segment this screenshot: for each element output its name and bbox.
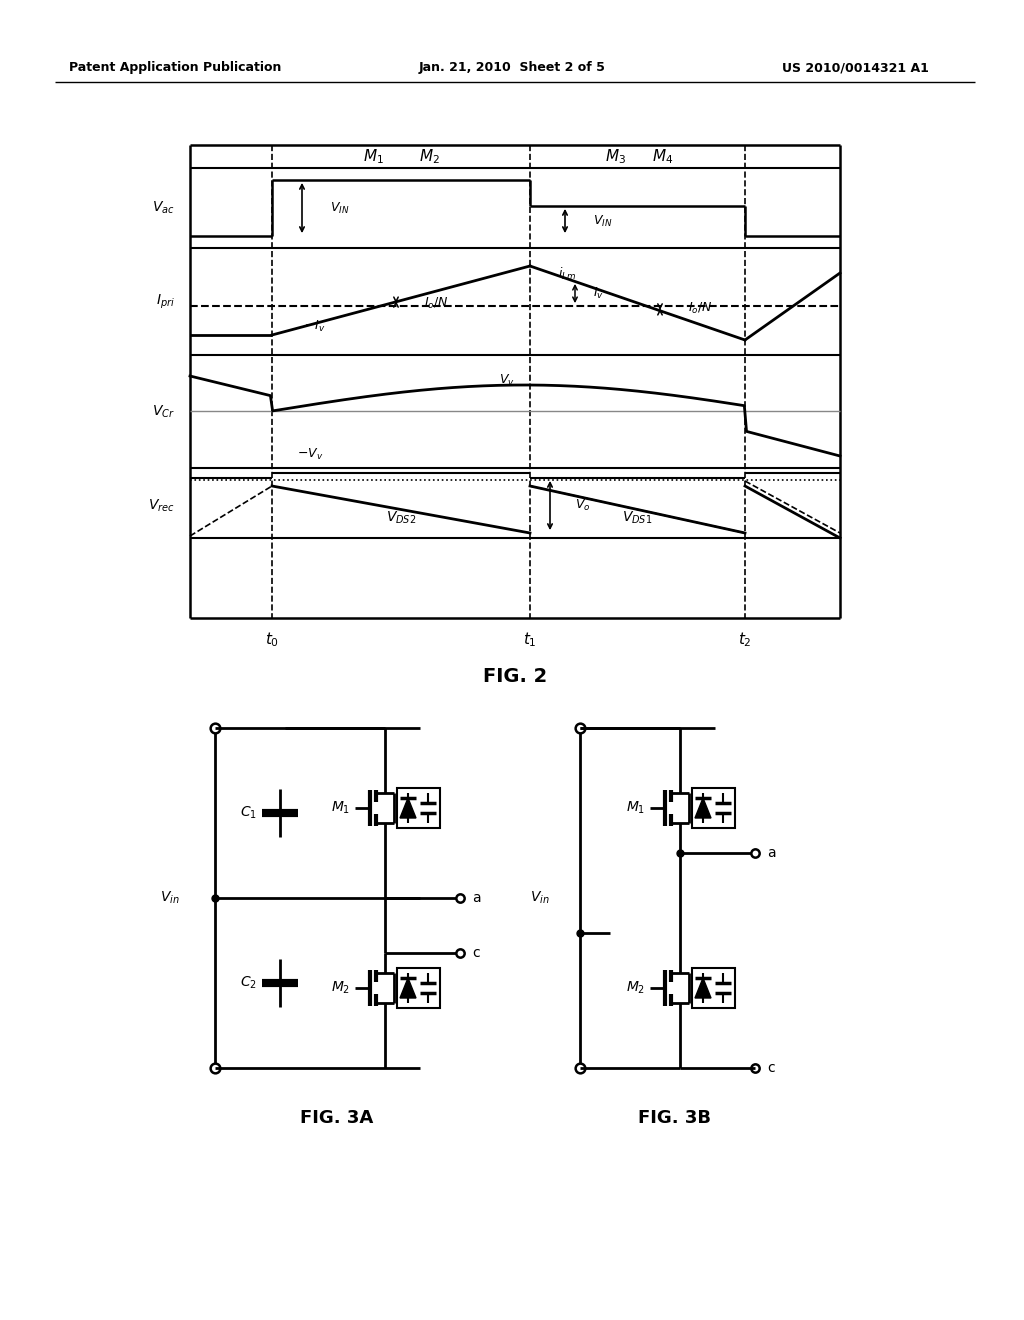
Text: $t_1$: $t_1$ <box>523 631 537 649</box>
Text: $V_{IN}$: $V_{IN}$ <box>593 214 612 228</box>
Text: a: a <box>472 891 480 906</box>
Text: $V_{DS2}$: $V_{DS2}$ <box>386 510 416 527</box>
Bar <box>397 968 440 1008</box>
Text: $M_1$: $M_1$ <box>331 800 350 816</box>
Text: $V_{Cr}$: $V_{Cr}$ <box>153 404 175 420</box>
Text: $I_o/N$: $I_o/N$ <box>688 301 713 315</box>
Text: $V_o$: $V_o$ <box>575 498 591 512</box>
Text: c: c <box>767 1061 774 1074</box>
Text: Jan. 21, 2010  Sheet 2 of 5: Jan. 21, 2010 Sheet 2 of 5 <box>419 62 605 74</box>
Text: $-V_v$: $-V_v$ <box>297 446 324 462</box>
Text: $t_0$: $t_0$ <box>265 631 280 649</box>
Text: FIG. 2: FIG. 2 <box>483 667 547 685</box>
Text: $t_2$: $t_2$ <box>738 631 752 649</box>
Text: $V_{IN}$: $V_{IN}$ <box>330 201 349 215</box>
Text: FIG. 3A: FIG. 3A <box>300 1109 374 1127</box>
Text: $M_4$: $M_4$ <box>652 147 673 166</box>
Text: $-I_v$: $-I_v$ <box>304 318 326 334</box>
Text: $M_1$: $M_1$ <box>626 800 645 816</box>
Text: $V_{DS1}$: $V_{DS1}$ <box>622 510 652 527</box>
Text: a: a <box>767 846 775 861</box>
Polygon shape <box>400 978 416 998</box>
Text: FIG. 3B: FIG. 3B <box>639 1109 712 1127</box>
Bar <box>692 788 735 828</box>
Text: $I_o/N$: $I_o/N$ <box>424 296 449 310</box>
Text: $C_1$: $C_1$ <box>240 805 257 821</box>
Polygon shape <box>400 799 416 818</box>
Bar <box>692 968 735 1008</box>
Text: $M_2$: $M_2$ <box>331 979 350 997</box>
Bar <box>397 788 440 828</box>
Text: $I_{pri}$: $I_{pri}$ <box>156 292 175 310</box>
Polygon shape <box>695 799 711 818</box>
Text: $C_2$: $C_2$ <box>240 974 257 991</box>
Text: $V_{in}$: $V_{in}$ <box>530 890 550 907</box>
Text: $I_v$: $I_v$ <box>593 285 604 301</box>
Text: $M_2$: $M_2$ <box>626 979 645 997</box>
Text: $V_v$: $V_v$ <box>499 372 515 388</box>
Text: c: c <box>472 946 479 960</box>
Text: US 2010/0014321 A1: US 2010/0014321 A1 <box>781 62 929 74</box>
Text: $M_1$: $M_1$ <box>362 147 383 166</box>
Text: $M_3$: $M_3$ <box>605 147 626 166</box>
Polygon shape <box>695 978 711 998</box>
Text: $M_2$: $M_2$ <box>419 147 439 166</box>
Text: $V_{ac}$: $V_{ac}$ <box>153 199 175 216</box>
Text: $V_{rec}$: $V_{rec}$ <box>148 498 175 515</box>
Text: Patent Application Publication: Patent Application Publication <box>69 62 282 74</box>
Text: $V_{in}$: $V_{in}$ <box>160 890 180 907</box>
Text: $i_{Lm}$: $i_{Lm}$ <box>558 265 577 282</box>
